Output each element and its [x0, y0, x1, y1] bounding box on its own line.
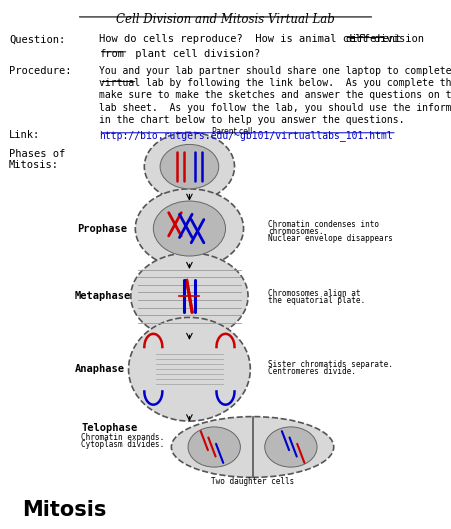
Text: in the chart below to help you answer the questions.: in the chart below to help you answer th… [99, 115, 405, 125]
Text: different: different [345, 34, 401, 44]
Text: Centromeres divide.: Centromeres divide. [268, 367, 356, 376]
Text: Cell Division and Mitosis Virtual Lab: Cell Division and Mitosis Virtual Lab [116, 13, 335, 26]
Text: Parent cell: Parent cell [212, 127, 253, 136]
Text: http://bio.rutgers.edu/~gb101/virtuallabs_101.html: http://bio.rutgers.edu/~gb101/virtuallab… [99, 130, 393, 141]
Text: Question:: Question: [9, 34, 65, 44]
Text: Prophase: Prophase [77, 224, 127, 233]
Text: Mitosis:: Mitosis: [9, 160, 59, 170]
Text: Chromosomes align at: Chromosomes align at [268, 289, 361, 298]
Text: Chromatin expands.: Chromatin expands. [81, 433, 165, 442]
Text: Phases of: Phases of [9, 149, 65, 159]
Ellipse shape [135, 189, 244, 268]
Text: Anaphase: Anaphase [74, 364, 124, 374]
Ellipse shape [188, 427, 240, 467]
Text: the equatorial plate.: the equatorial plate. [268, 296, 365, 305]
Text: Chromatin condenses into: Chromatin condenses into [268, 220, 379, 229]
Text: Mitosis: Mitosis [23, 500, 107, 520]
Ellipse shape [131, 253, 248, 340]
Text: chromosomes.: chromosomes. [268, 227, 324, 236]
Text: You and your lab partner should share one laptop to complete the: You and your lab partner should share on… [99, 66, 451, 76]
Text: lab sheet.  As you follow the lab, you should use the information: lab sheet. As you follow the lab, you sh… [99, 103, 451, 113]
Text: How do cells reproduce?  How is animal cell division: How do cells reproduce? How is animal ce… [99, 34, 430, 44]
Ellipse shape [171, 417, 334, 477]
Text: Two daughter cells: Two daughter cells [211, 477, 294, 486]
Text: Procedure:: Procedure: [9, 66, 72, 76]
Text: Link:: Link: [9, 130, 40, 140]
Ellipse shape [129, 317, 250, 421]
Text: Nuclear envelope disappears: Nuclear envelope disappears [268, 234, 393, 243]
Ellipse shape [160, 144, 219, 189]
Text: Cytoplasm divides.: Cytoplasm divides. [81, 440, 165, 449]
Ellipse shape [144, 132, 235, 201]
Ellipse shape [265, 427, 317, 467]
Text: Telophase: Telophase [81, 423, 138, 433]
Text: from: from [99, 49, 124, 59]
Text: Metaphase: Metaphase [74, 291, 131, 301]
Text: plant cell division?: plant cell division? [129, 49, 260, 59]
Text: Sister chromatids separate.: Sister chromatids separate. [268, 360, 393, 369]
Text: virtual lab by following the link below.  As you complete the lab,: virtual lab by following the link below.… [99, 78, 451, 88]
Ellipse shape [153, 201, 226, 256]
Text: make sure to make the sketches and answer the questions on this: make sure to make the sketches and answe… [99, 90, 451, 101]
